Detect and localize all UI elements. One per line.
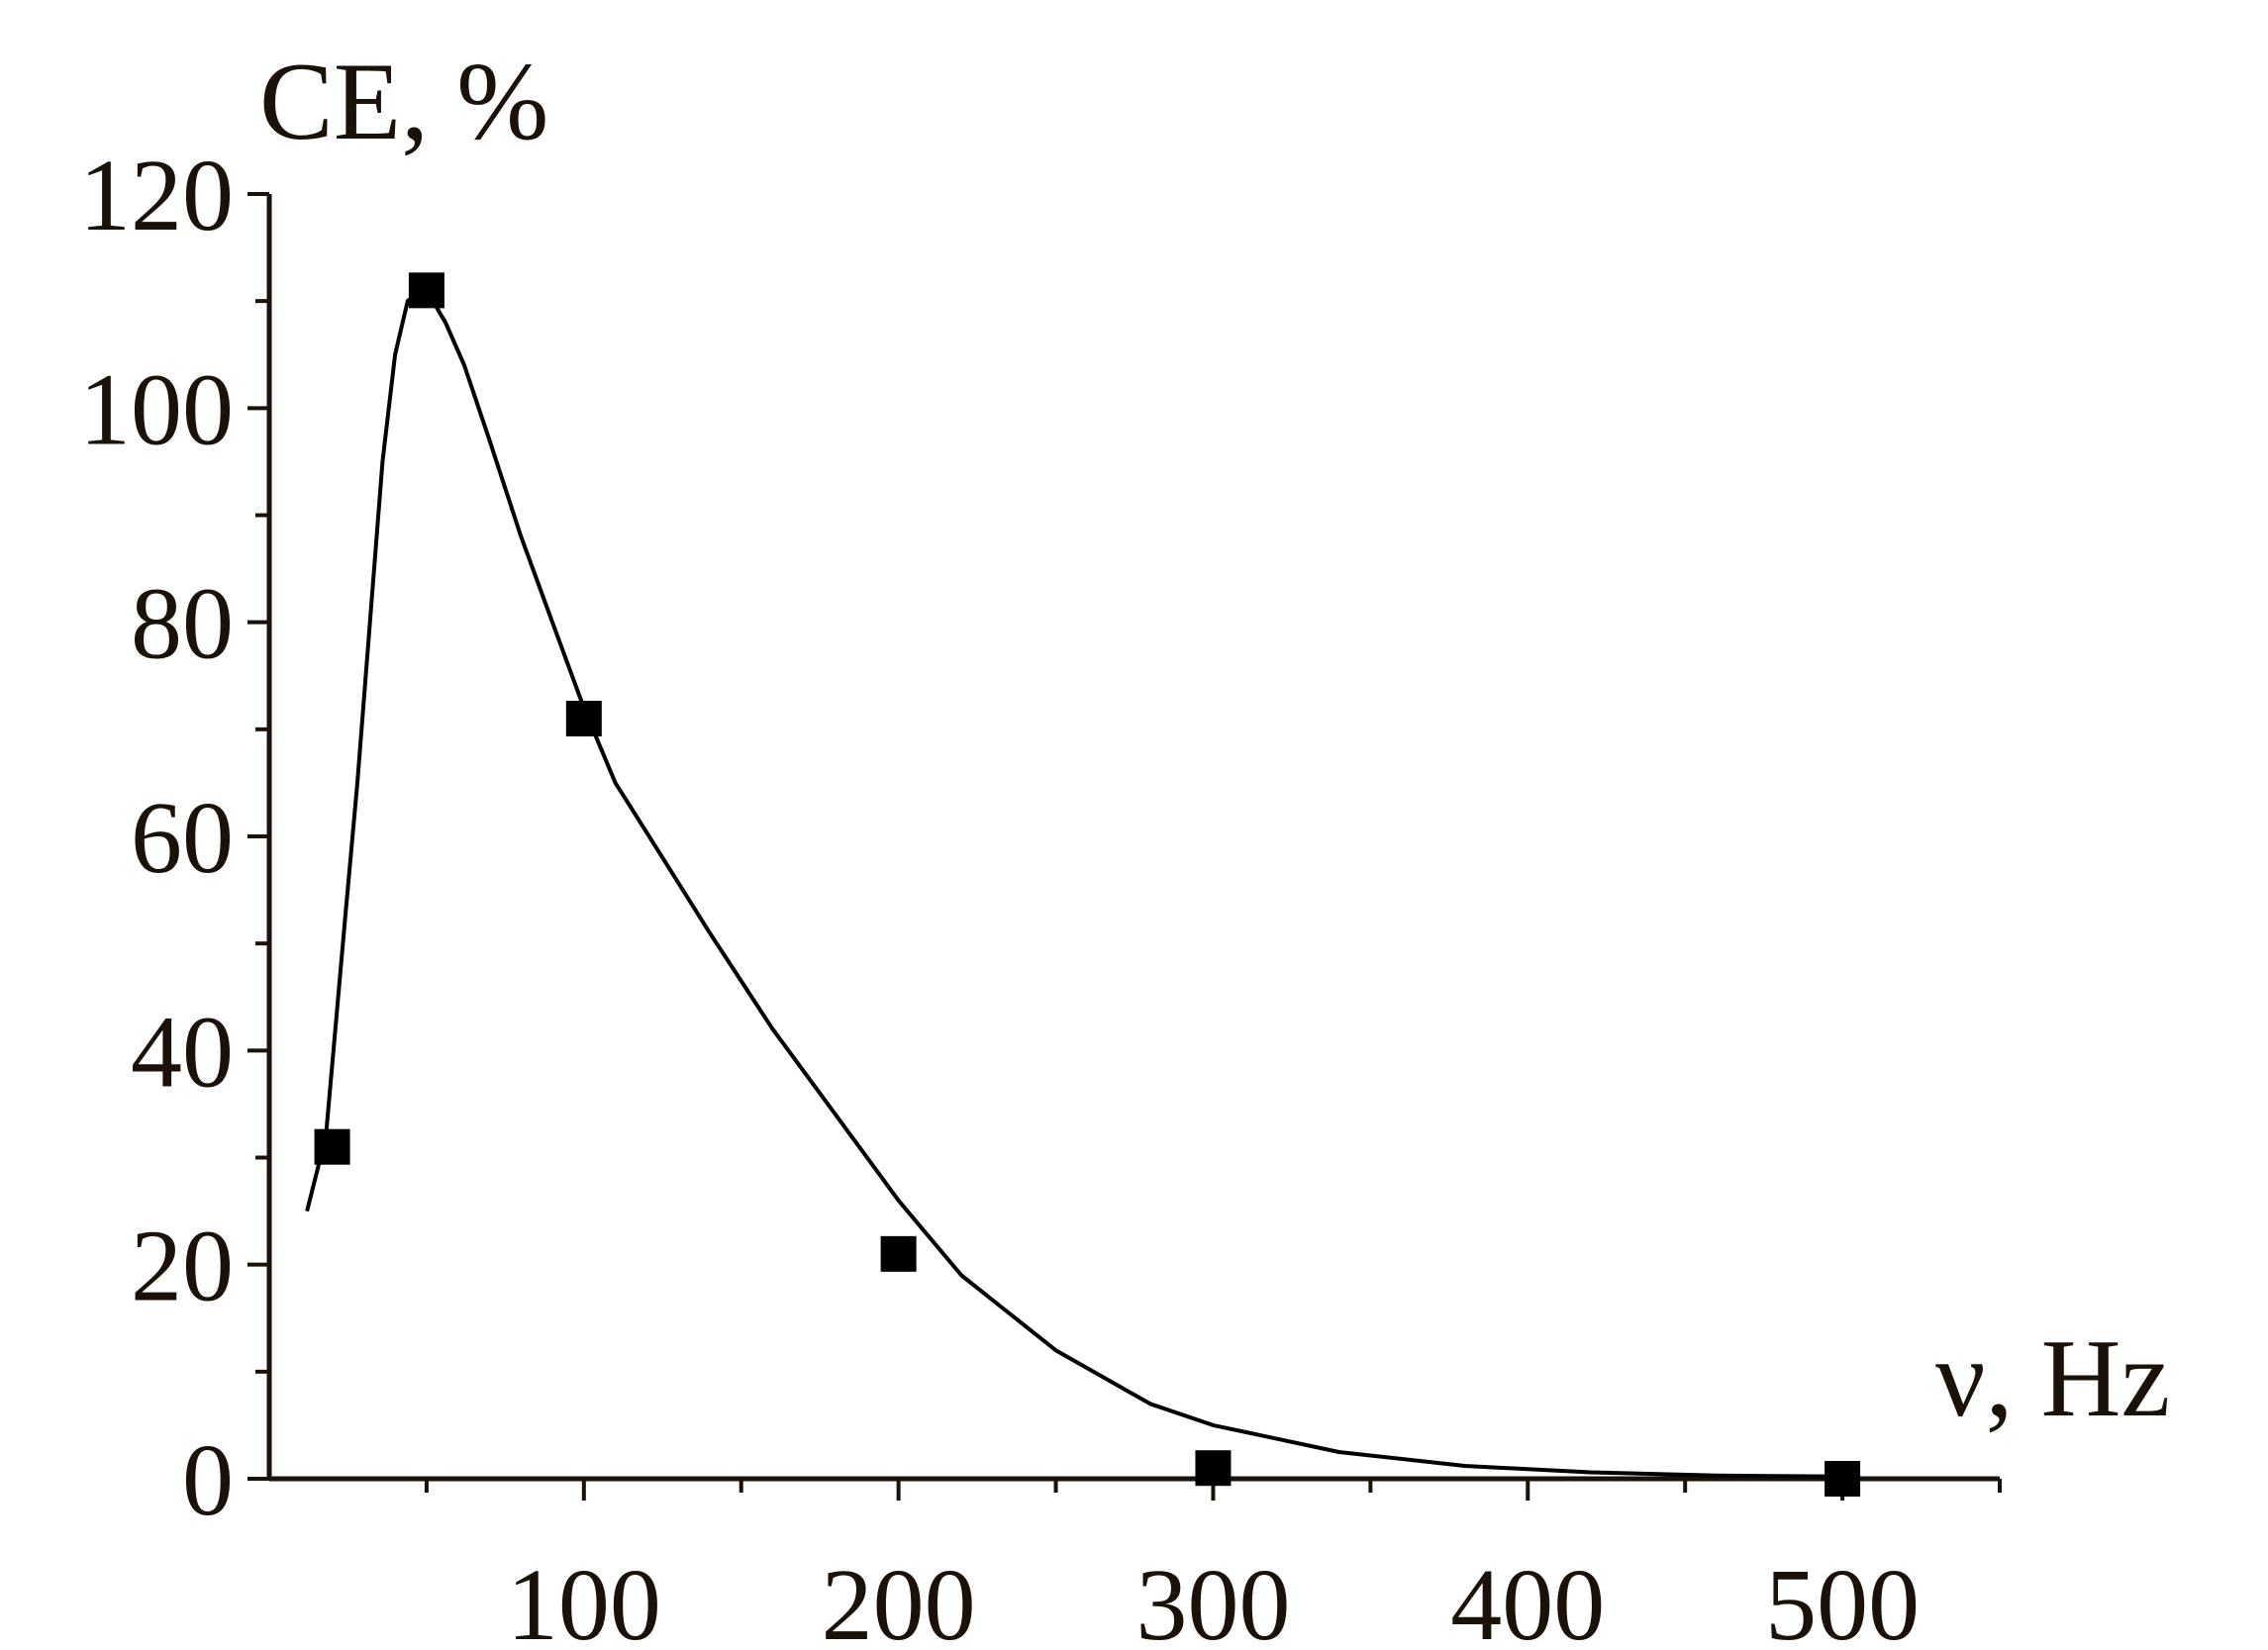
y-tick-label: 100 [79,352,234,466]
y-axis [247,192,272,1481]
data-point [408,272,444,309]
x-tick-label: 500 [1765,1548,1920,1650]
y-tick-label: 120 [79,139,234,252]
x-tick-label: 400 [1450,1548,1605,1650]
data-points [314,272,1861,1497]
y-tick-label: 0 [182,1423,234,1537]
y-tick-label: 20 [131,1210,234,1323]
x-tick-labels: 100 200 300 400 500 [507,1548,1920,1650]
x-tick-label: 200 [822,1548,976,1650]
x-tick-label: 100 [507,1548,661,1650]
data-point [1824,1461,1861,1497]
y-tick-labels: 0 20 40 60 80 100 120 [79,139,234,1537]
x-axis-label: ν, Hz [1935,1317,2170,1440]
y-tick-label: 40 [131,995,234,1109]
data-point [314,1128,350,1165]
data-point [1195,1450,1232,1487]
y-tick-label: 60 [131,781,234,895]
fit-curve [305,288,1843,1479]
x-axis [269,1476,2002,1501]
x-tick-label: 300 [1135,1548,1290,1650]
data-point [880,1235,917,1272]
y-axis-label: CE, % [259,41,548,163]
data-point [565,701,602,737]
fit-curve-line [305,288,1843,1479]
y-tick-label: 80 [131,567,234,681]
